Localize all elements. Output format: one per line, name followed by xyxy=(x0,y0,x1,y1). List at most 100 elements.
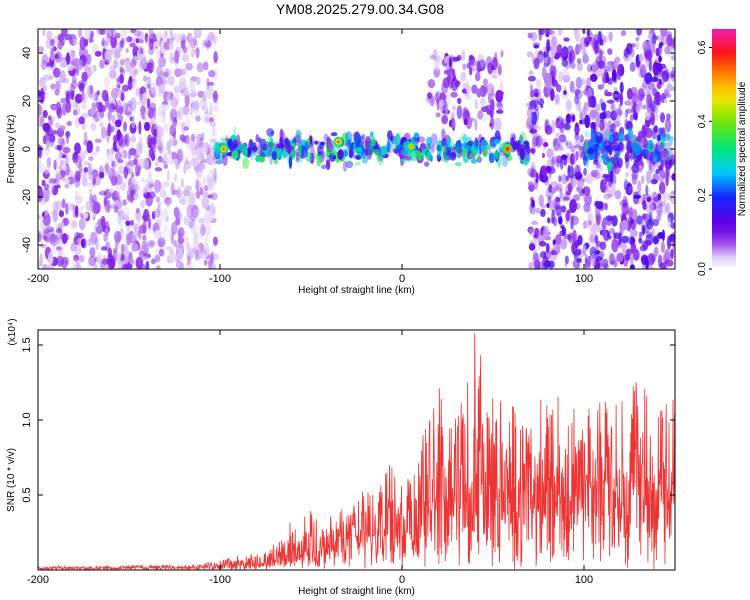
heatmap-cell xyxy=(624,109,629,119)
heatmap-cell xyxy=(613,258,618,268)
heatmap-cell xyxy=(270,131,275,136)
heatmap-cell xyxy=(96,29,105,35)
heatmap-cell xyxy=(611,103,616,111)
heatmap-cell xyxy=(106,53,112,63)
heatmap-cell xyxy=(599,112,607,120)
heatmap-cell xyxy=(531,136,539,148)
heatmap-cell xyxy=(74,177,81,188)
heatmap-cell xyxy=(237,149,242,154)
x-tick-label: -100 xyxy=(209,574,231,586)
heatmap-cell xyxy=(574,139,583,145)
heatmap-cell xyxy=(555,203,562,216)
heatmap-cell xyxy=(613,145,620,152)
heatmap-cell xyxy=(574,132,580,141)
heatmap-cell xyxy=(74,205,79,218)
heatmap-cell xyxy=(614,190,622,200)
heatmap-cell xyxy=(64,33,73,41)
heatmap-cell xyxy=(185,157,189,165)
heatmap-cell xyxy=(606,193,614,198)
heatmap-cell xyxy=(531,98,538,105)
heatmap-cell xyxy=(43,235,48,240)
heatmap-cell xyxy=(602,217,607,232)
heatmap-cell xyxy=(670,196,675,205)
heatmap-cell xyxy=(456,54,462,61)
heatmap-cell xyxy=(56,246,62,251)
heatmap-cell xyxy=(619,81,624,94)
heatmap-cell xyxy=(403,155,412,161)
heatmap-cell xyxy=(79,212,84,218)
heatmap-cell xyxy=(183,215,191,226)
heatmap-cell xyxy=(204,40,212,48)
heatmap-cell xyxy=(530,168,537,178)
heatmap-cell xyxy=(500,50,504,58)
heatmap-cell xyxy=(158,83,166,94)
heatmap-cell xyxy=(99,121,104,128)
heatmap-cell xyxy=(137,30,145,41)
heatmap-cell xyxy=(304,142,310,151)
heatmap-cell xyxy=(561,59,569,67)
heatmap-cell xyxy=(90,122,97,132)
heatmap-cell xyxy=(595,163,601,168)
heatmap-cell xyxy=(650,179,658,185)
heatmap-cell xyxy=(631,92,639,105)
heatmap-cell xyxy=(147,178,154,184)
heatmap-cell xyxy=(558,216,563,225)
heatmap-cell xyxy=(559,121,565,134)
heatmap-cell xyxy=(477,154,481,162)
heatmap-cell xyxy=(154,229,163,239)
heatmap-cell xyxy=(609,227,615,235)
heatmap-cell xyxy=(116,76,120,83)
heatmap-cell xyxy=(456,105,463,120)
heatmap-cell xyxy=(267,141,276,149)
heatmap-cell xyxy=(194,249,200,261)
x-tick-label: 0 xyxy=(399,574,405,586)
x-axis-label: Height of straight line (km) xyxy=(298,586,415,597)
heatmap-cell xyxy=(163,41,169,50)
heatmap-cell xyxy=(39,199,47,206)
heatmap-cell xyxy=(82,212,89,219)
heatmap-cell xyxy=(112,59,119,69)
heatmap-cell xyxy=(490,87,494,101)
heatmap-cell xyxy=(177,121,185,126)
heatmap-cell xyxy=(177,149,184,163)
heatmap-cell xyxy=(582,220,587,230)
heatmap-cell xyxy=(603,35,608,43)
heatmap-cell xyxy=(546,158,554,169)
heatmap-cell xyxy=(596,66,603,77)
heatmap-cell xyxy=(75,154,82,169)
heatmap-cell xyxy=(555,159,561,168)
heatmap-cell xyxy=(608,235,612,240)
heatmap-cell xyxy=(614,56,621,64)
heatmap-cell xyxy=(563,37,570,42)
heatmap-cell xyxy=(180,177,184,188)
heatmap-cell xyxy=(499,81,504,92)
heatmap-cell xyxy=(658,181,666,195)
heatmap-cell xyxy=(70,51,75,60)
heatmap-cell xyxy=(124,176,132,190)
heatmap-cell xyxy=(644,111,651,121)
heatmap-cell xyxy=(597,30,602,44)
heatmap-cell xyxy=(590,32,594,47)
heatmap-cell xyxy=(44,208,49,216)
heatmap-cell xyxy=(584,193,592,206)
heatmap-cell xyxy=(87,70,93,76)
heatmap-cell xyxy=(95,225,102,234)
heatmap-cell xyxy=(128,147,137,156)
heatmap-cell xyxy=(576,248,582,256)
heatmap-cell xyxy=(534,88,538,94)
heatmap-cell xyxy=(262,143,268,152)
heatmap-cell xyxy=(427,78,436,89)
heatmap-cell xyxy=(566,152,570,160)
heatmap-cell xyxy=(186,249,193,261)
heatmap-cell xyxy=(209,138,217,143)
heatmap-cell xyxy=(90,231,98,245)
heatmap-cell xyxy=(565,210,571,222)
heatmap-cell xyxy=(326,138,334,153)
heatmap-cell xyxy=(53,159,57,171)
heatmap-cell xyxy=(655,168,660,175)
heatmap-cell xyxy=(203,101,208,112)
heatmap-cell xyxy=(130,135,137,143)
heatmap-cell xyxy=(208,70,216,78)
heatmap-cell xyxy=(205,34,209,44)
heatmap-cell xyxy=(595,256,603,262)
